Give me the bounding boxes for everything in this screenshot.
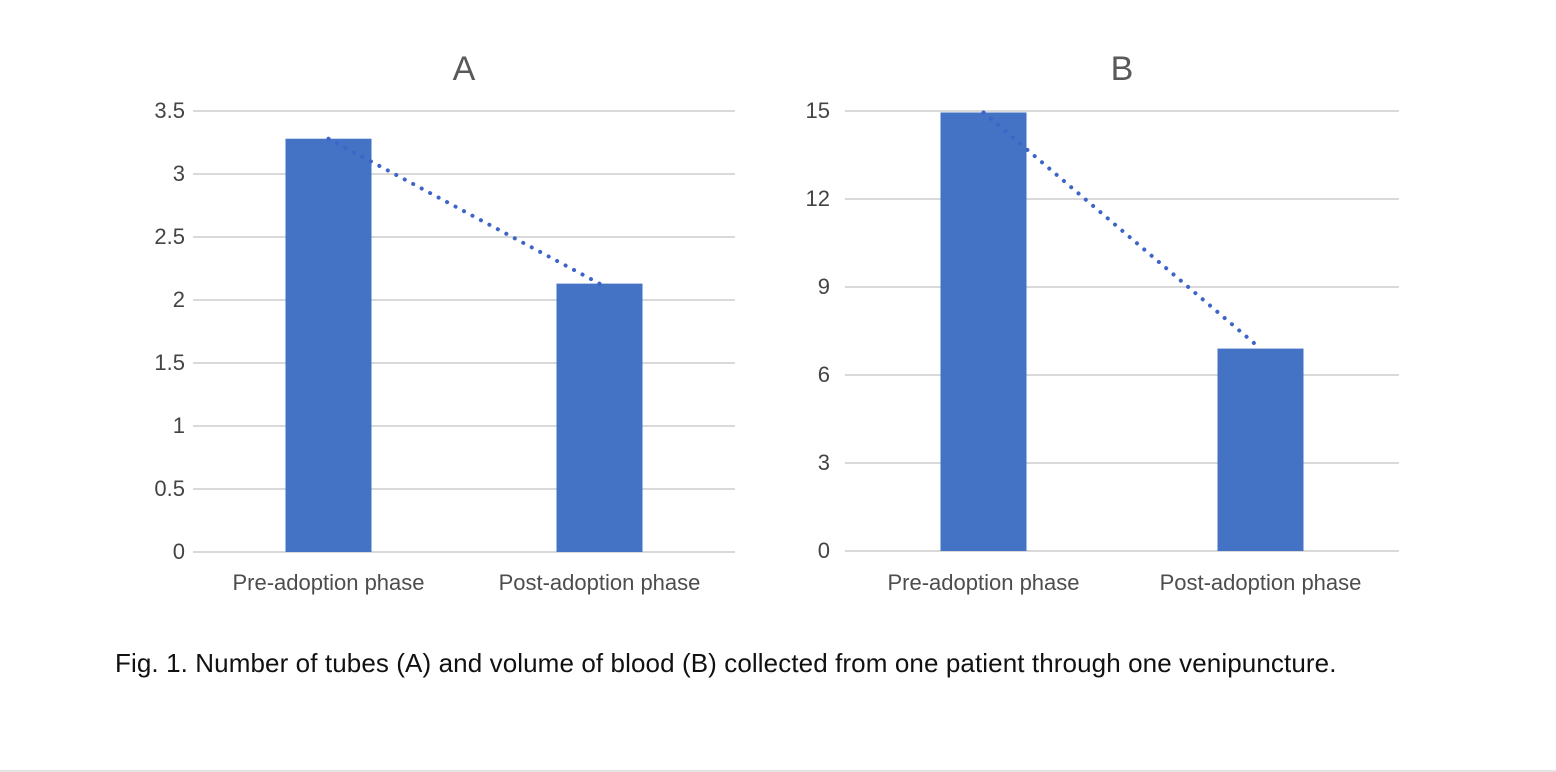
bar-post-adoption-phase <box>556 283 643 552</box>
y-tick-label: 3 <box>173 161 185 186</box>
bar-pre-adoption-phase <box>940 112 1027 551</box>
chart-b-canvas: 0 3 6 9 12 15 Pre-adoption phase Post-adoption … <box>806 50 1399 595</box>
y-tick-label: 0 <box>818 538 830 563</box>
y-tick-label: 1 <box>173 413 185 438</box>
y-tick-label: 2.5 <box>154 224 185 249</box>
trendline <box>981 110 1263 351</box>
bar-pre-adoption-phase <box>285 138 372 552</box>
category-label: Post-adoption phase <box>499 570 701 595</box>
y-tick-label: 9 <box>818 274 830 299</box>
y-tick-label: 12 <box>806 186 830 211</box>
category-label: Pre-adoption phase <box>232 570 424 595</box>
chart-title: B <box>1111 50 1134 88</box>
chart-b-volume-of-blood: 0 3 6 9 12 15 Pre-adoption phase Post-adoption … <box>780 30 1460 630</box>
chart-a-canvas: 0 0.5 1 1.5 2 2.5 3 3.5 Pre-adoption phase Post-a… <box>154 50 735 595</box>
category-label: Pre-adoption phase <box>887 570 1079 595</box>
y-tick-label: 1.5 <box>154 350 185 375</box>
y-tick-label: 6 <box>818 362 830 387</box>
chart-a-number-of-tubes: 0 0.5 1 1.5 2 2.5 3 3.5 Pre-adoption phase Post-a… <box>100 30 760 630</box>
trendline <box>326 136 602 286</box>
page-bottom-rule <box>0 770 1556 772</box>
category-label: Post-adoption phase <box>1160 570 1362 595</box>
y-tick-label: 0 <box>173 539 185 564</box>
y-tick-label: 15 <box>806 98 830 123</box>
y-tick-label: 0.5 <box>154 476 185 501</box>
chart-title: A <box>453 50 476 88</box>
y-tick-label: 3 <box>818 450 830 475</box>
bar-post-adoption-phase <box>1217 348 1304 551</box>
y-tick-label: 3.5 <box>154 98 185 123</box>
figure-caption: Fig. 1. Number of tubes (A) and volume o… <box>115 648 1337 678</box>
y-tick-label: 2 <box>173 287 185 312</box>
